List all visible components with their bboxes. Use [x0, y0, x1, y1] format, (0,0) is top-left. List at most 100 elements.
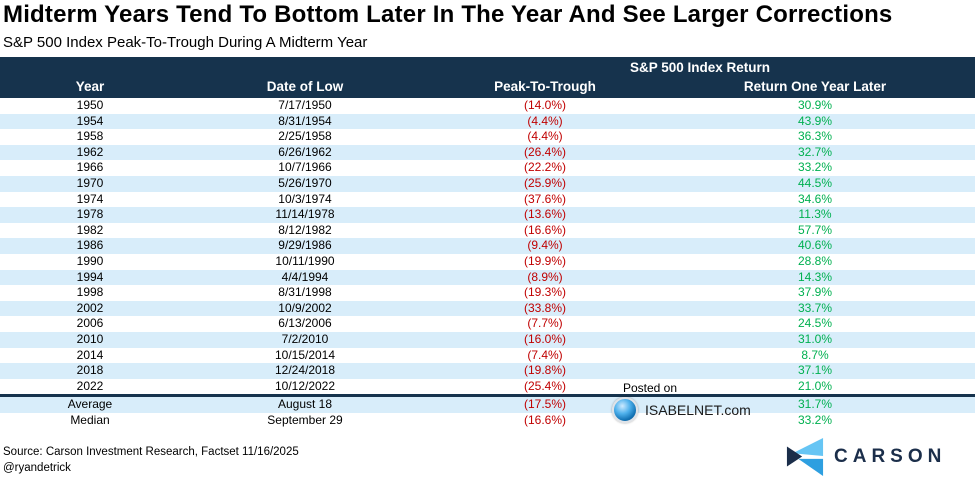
peak-to-trough-cell: (26.4%) [523, 144, 567, 159]
return-one-year-later-cell: 8.7% [801, 347, 829, 362]
year-cell: Median [70, 412, 110, 427]
table-row: 1986 9/29/1986 (9.4%) 40.6% [0, 238, 975, 254]
table-row: 2014 10/15/2014 (7.4%) 8.7% [0, 348, 975, 364]
year-cell: 1950 [76, 98, 104, 112]
table-row: 1958 2/25/1958 (4.4%) 36.3% [0, 129, 975, 145]
return-one-year-later-cell: 33.7% [797, 300, 833, 315]
return-one-year-later-cell: 36.3% [797, 129, 833, 144]
date-of-low-cell: 10/15/2014 [274, 347, 336, 362]
page-title: Midterm Years Tend To Bottom Later In Th… [3, 1, 893, 28]
return-one-year-later-cell: 32.7% [797, 144, 833, 159]
table-row: Average August 18 (17.5%) 31.7% [0, 397, 975, 413]
peak-to-trough-cell: (25.9%) [523, 175, 567, 190]
year-cell: Average [67, 397, 113, 411]
date-of-low-cell: 10/12/2022 [274, 378, 336, 393]
peak-to-trough-cell: (22.2%) [523, 160, 567, 175]
date-of-low-cell: 6/13/2006 [278, 316, 332, 331]
watermark-site-label: ISABELNET.com [645, 402, 751, 418]
peak-to-trough-cell: (19.8%) [523, 363, 567, 378]
page-subtitle: S&P 500 Index Peak-To-Trough During A Mi… [3, 34, 368, 51]
table-row: 1994 4/4/1994 (8.9%) 14.3% [0, 269, 975, 286]
year-cell: 1974 [76, 191, 104, 206]
date-of-low-cell: 11/14/1978 [275, 207, 335, 222]
peak-to-trough-cell: (33.8%) [523, 300, 567, 315]
year-cell: 1970 [76, 175, 104, 190]
summary-separator-line [0, 394, 975, 397]
isabelnet-globe-icon [612, 397, 638, 423]
peak-to-trough-cell: (7.4%) [527, 347, 563, 362]
watermark-site: ISABELNET.com [612, 397, 751, 423]
year-cell: 1998 [76, 285, 104, 300]
peak-to-trough-cell: (7.7%) [527, 316, 563, 331]
peak-to-trough-cell: (16.6%) [523, 412, 567, 427]
year-cell: 1966 [76, 160, 104, 175]
year-cell: 1962 [76, 144, 104, 159]
date-of-low-cell: 7/2/2010 [281, 331, 329, 346]
table-body: 1950 7/17/1950 (14.0%) 30.9% 1954 8/31/1954 (4… [0, 98, 975, 394]
year-cell: 1982 [76, 222, 104, 237]
year-cell: 2006 [76, 316, 104, 331]
date-of-low-cell: September 29 [267, 412, 343, 427]
table-row: 1982 8/12/1982 (16.6%) 57.7% [0, 223, 975, 239]
year-cell: 2002 [76, 300, 104, 315]
year-cell: 1990 [76, 253, 104, 268]
return-one-year-later-cell: 31.0% [797, 331, 833, 346]
year-cell: 1954 [76, 113, 104, 128]
year-cell: 1986 [76, 238, 104, 253]
column-header-peak-to-trough: Peak-To-Trough [494, 79, 596, 94]
peak-to-trough-cell: (17.5%) [523, 397, 567, 411]
year-cell: 2014 [76, 347, 104, 362]
table-row: 1954 8/31/1954 (4.4%) 43.9% [0, 113, 975, 130]
year-cell: 1978 [76, 207, 104, 222]
peak-to-trough-cell: (25.4%) [523, 378, 567, 393]
group-header: S&P 500 Index Return [629, 60, 771, 75]
date-of-low-cell: 5/26/1970 [278, 175, 332, 190]
table-row: 1950 7/17/1950 (14.0%) 30.9% [0, 98, 975, 114]
date-of-low-cell: 10/3/1974 [278, 191, 332, 206]
return-one-year-later-cell: 33.2% [797, 412, 833, 427]
date-of-low-cell: 9/29/1986 [278, 238, 332, 253]
year-cell: 2010 [76, 331, 104, 346]
carson-chevron-icon [786, 438, 824, 476]
date-of-low-cell: 10/7/1966 [278, 160, 332, 175]
table-row: 1966 10/7/1966 (22.2%) 33.2% [0, 160, 975, 176]
date-of-low-cell: 6/26/1962 [278, 144, 332, 159]
date-of-low-cell: 8/31/1954 [278, 113, 332, 128]
table-row: 2022 10/12/2022 (25.4%) 21.0% [0, 379, 975, 395]
return-one-year-later-cell: 21.0% [797, 378, 833, 393]
date-of-low-cell: 10/9/2002 [278, 300, 332, 315]
peak-to-trough-cell: (8.9%) [527, 269, 563, 284]
peak-to-trough-cell: (16.0%) [523, 331, 567, 346]
return-one-year-later-cell: 37.1% [797, 363, 833, 378]
date-of-low-cell: 12/24/2018 [274, 363, 336, 378]
date-of-low-cell: 10/11/1990 [275, 253, 335, 268]
carson-logo: CARSON [786, 436, 946, 478]
peak-to-trough-cell: (13.6%) [523, 207, 567, 222]
column-headers: Year Date of Low Peak-To-Trough Return O… [0, 79, 975, 94]
watermark-posted-on: Posted on [622, 381, 678, 395]
peak-to-trough-cell: (19.3%) [523, 285, 567, 300]
return-one-year-later-cell: 43.9% [797, 113, 833, 128]
year-cell: 2018 [76, 363, 104, 378]
year-cell: 1958 [76, 129, 104, 144]
column-header-return-one-year-later: Return One Year Later [743, 79, 887, 94]
year-cell: 1994 [76, 269, 104, 284]
return-one-year-later-cell: 30.9% [797, 98, 833, 112]
peak-to-trough-cell: (37.6%) [523, 191, 567, 206]
peak-to-trough-cell: (16.6%) [523, 222, 567, 237]
column-header-year: Year [75, 79, 105, 94]
table-row: 1998 8/31/1998 (19.3%) 37.9% [0, 285, 975, 301]
source-text: Source: Carson Investment Research, Fact… [3, 446, 299, 458]
return-one-year-later-cell: 28.8% [797, 253, 833, 268]
carson-wordmark: CARSON [834, 446, 947, 467]
peak-to-trough-cell: (19.9%) [523, 253, 567, 268]
table-row: 1970 5/26/1970 (25.9%) 44.5% [0, 175, 975, 192]
date-of-low-cell: 8/12/1982 [278, 222, 332, 237]
table-row: 1990 10/11/1990 (19.9%) 28.8% [0, 254, 975, 270]
peak-to-trough-cell: (14.0%) [523, 98, 567, 112]
date-of-low-cell: August 18 [277, 397, 333, 411]
peak-to-trough-cell: (4.4%) [527, 113, 563, 128]
peak-to-trough-cell: (9.4%) [527, 238, 563, 253]
return-one-year-later-cell: 31.7% [797, 397, 833, 411]
